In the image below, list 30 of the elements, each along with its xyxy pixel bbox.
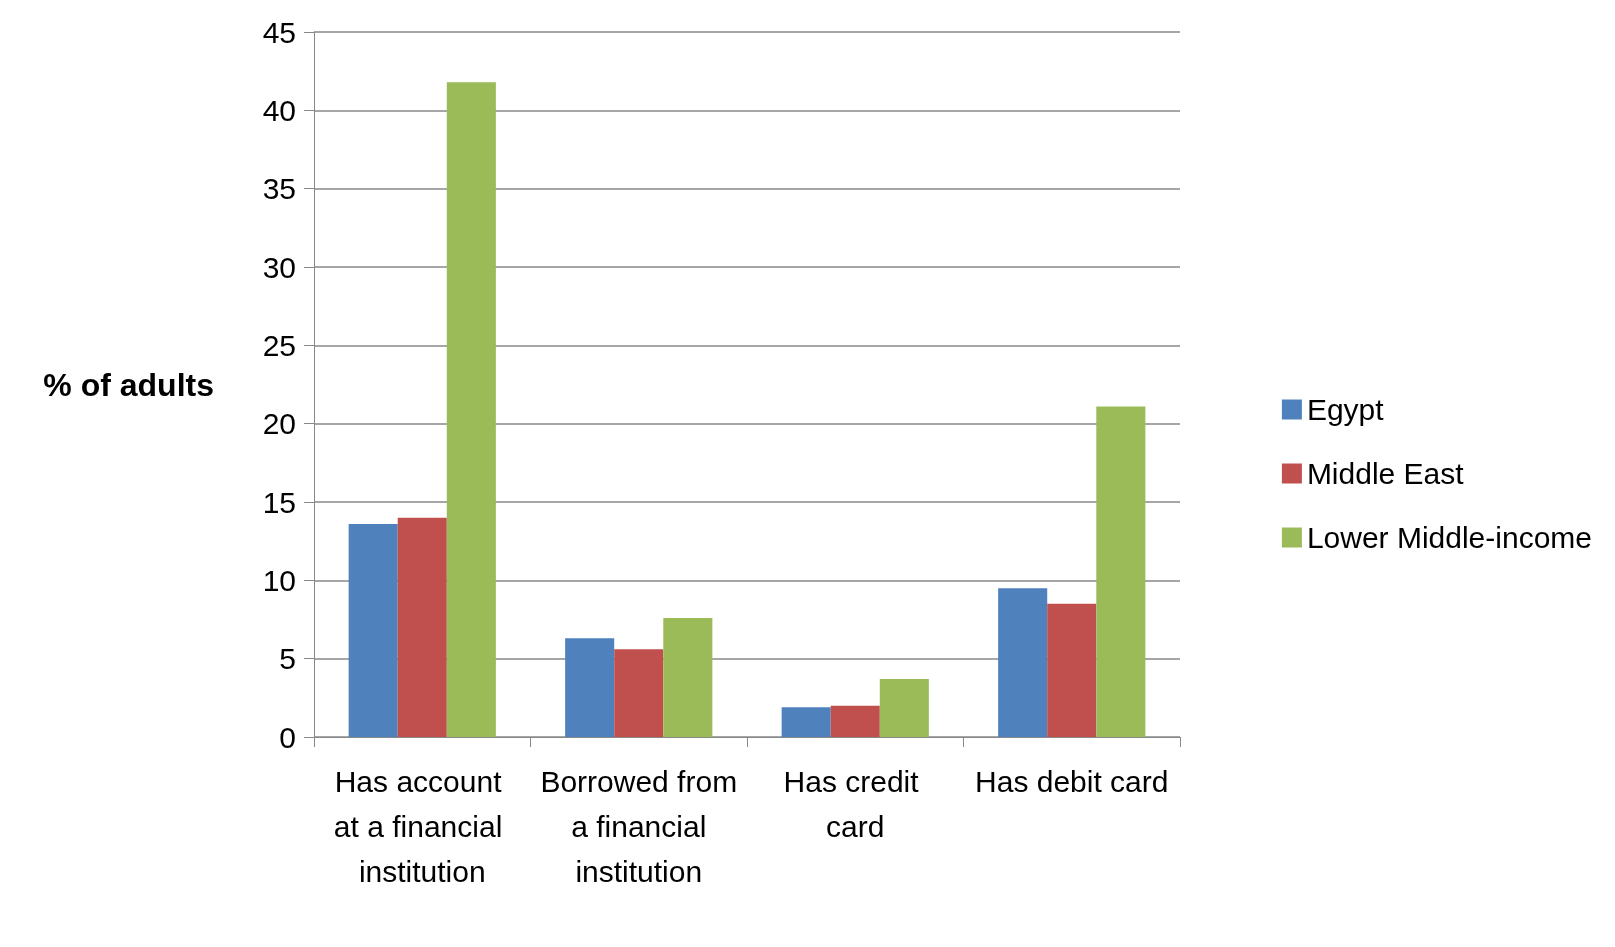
- y-tick-label: 15: [262, 485, 296, 519]
- y-tick-label: 10: [262, 563, 296, 597]
- y-tick-label: 20: [262, 407, 296, 441]
- bar: [781, 707, 831, 737]
- y-tick-label: 25: [262, 328, 296, 362]
- x-tick-label: Has debit card: [975, 765, 1169, 798]
- bar: [397, 517, 447, 737]
- y-tick-label: 35: [262, 172, 296, 206]
- legend-label: Egypt: [1306, 393, 1385, 426]
- bar: [614, 649, 664, 737]
- bar: [1047, 603, 1097, 737]
- bar: [879, 679, 929, 737]
- bar: [348, 523, 398, 737]
- y-tick-label: 30: [262, 250, 296, 284]
- bar: [1096, 406, 1146, 737]
- bar: [565, 638, 615, 737]
- bar: [830, 705, 880, 737]
- y-tick-label: 40: [262, 93, 296, 127]
- y-tick-label: 5: [279, 642, 296, 676]
- bar: [663, 617, 713, 737]
- x-tick-label: Borrowed from a financial institution: [540, 765, 738, 888]
- legend-label: Lower Middle-income: [1306, 521, 1593, 554]
- y-tick-label: 45: [262, 15, 296, 49]
- bar: [446, 82, 496, 737]
- y-axis-title: % of adults: [43, 366, 214, 403]
- bar: [998, 588, 1048, 737]
- x-tick-label: Has credit card: [783, 765, 927, 843]
- x-tick-label: Has account at a financial institution: [333, 765, 511, 888]
- legend-label: Middle East: [1306, 457, 1465, 490]
- y-tick-label: 0: [279, 720, 296, 754]
